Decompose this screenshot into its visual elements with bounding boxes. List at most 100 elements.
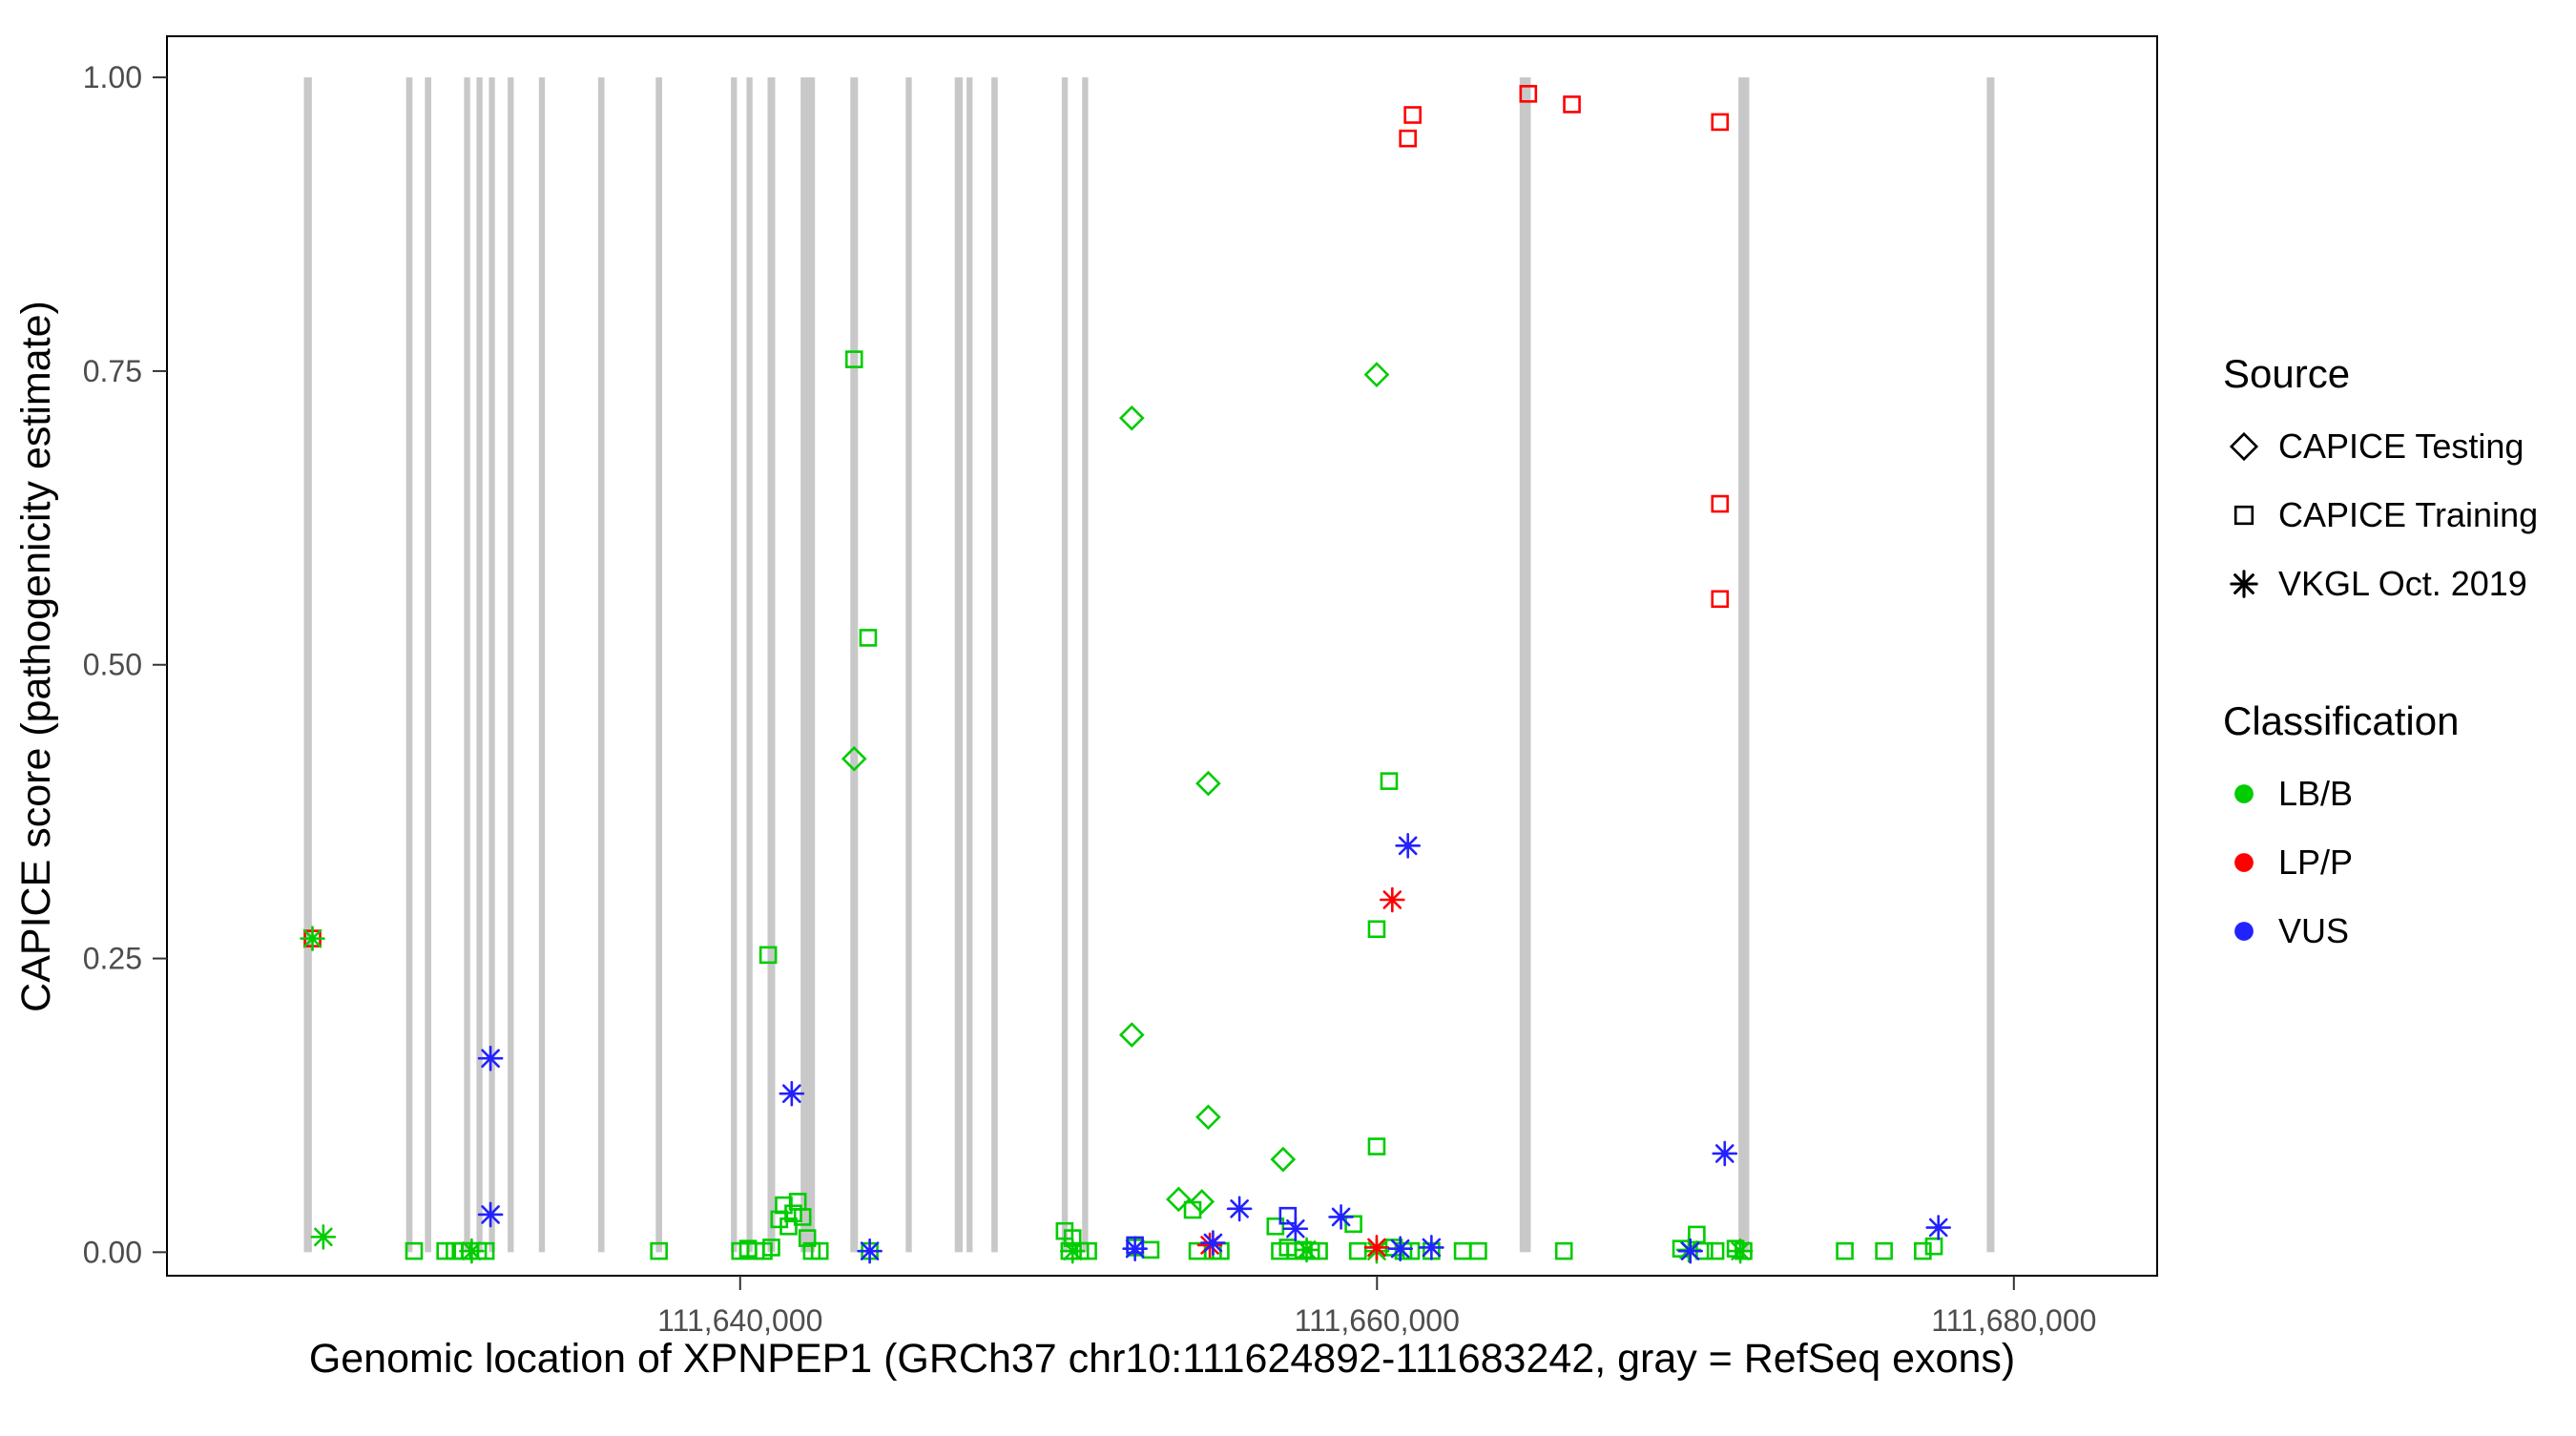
exon-bar: [966, 77, 973, 1253]
x-tick-label: 111,640,000: [657, 1303, 822, 1338]
exon-bar: [1082, 77, 1089, 1253]
exon-bar: [850, 77, 859, 1253]
y-tick-label: 0.50: [83, 648, 142, 682]
data-point: [859, 629, 878, 647]
data-point: [1706, 1241, 1725, 1260]
data-point: [1266, 1217, 1285, 1236]
legend-item-label: VKGL Oct. 2019: [2278, 564, 2527, 603]
legend-item-vkgl: VKGL Oct. 2019: [2223, 550, 2576, 618]
exon-bar: [905, 77, 912, 1253]
panel-border: [166, 35, 2158, 1277]
data-point: [1363, 1235, 1390, 1260]
data-point: [1328, 1204, 1354, 1230]
exon-bar: [1738, 77, 1750, 1253]
data-point: [405, 1241, 424, 1260]
legend-item-label: VUS: [2278, 911, 2350, 950]
scatter-plot: 111,640,000 111,660,000 111,680,000 0.00 0.2…: [13, 35, 2158, 1382]
y-tick-label: 0.25: [83, 942, 142, 976]
x-axis-title: Genomic location of XPNPEP1 (GRCh37 chr1…: [309, 1336, 2015, 1382]
exon-bar: [731, 77, 737, 1253]
data-point: [1419, 1235, 1444, 1260]
data-point: [650, 1241, 668, 1260]
data-point: [1519, 85, 1538, 103]
exon-bar: [597, 77, 605, 1253]
data-point: [1563, 95, 1581, 114]
legend-item-label: CAPICE Training: [2278, 495, 2539, 534]
data-point: [779, 1217, 798, 1236]
legend-source-title: Source: [2223, 351, 2351, 396]
data-point: [1924, 1237, 1943, 1256]
data-point: [1677, 1238, 1704, 1264]
exon-bar: [476, 77, 483, 1253]
exon-bar: [425, 77, 432, 1253]
data-point: [1711, 113, 1730, 132]
data-point: [1278, 1206, 1298, 1225]
exon-bar: [1986, 77, 1995, 1253]
exon-bar: [767, 77, 776, 1253]
legend-item-label: LB/B: [2278, 774, 2354, 813]
y-tick-label: 0.00: [83, 1235, 142, 1269]
exon-bar: [954, 77, 964, 1253]
data-point: [1395, 833, 1421, 859]
x-tick-label: 111,660,000: [1295, 1303, 1460, 1338]
exon-bar: [538, 77, 546, 1253]
y-axis-title: CAPICE score (pathogenicity estimate): [13, 301, 59, 1012]
exon-bar: [303, 77, 312, 1253]
data-point: [310, 1224, 337, 1250]
data-point: [1469, 1241, 1487, 1260]
data-point: [1925, 1215, 1952, 1240]
exon-bar: [488, 77, 495, 1253]
legend-item-label: CAPICE Testing: [2278, 427, 2524, 466]
legend-item-label: LP/P: [2278, 843, 2354, 882]
data-point: [1118, 1022, 1145, 1048]
data-point: [810, 1241, 829, 1260]
asterisk-icon: [2230, 570, 2258, 598]
data-point: [793, 1208, 812, 1226]
y-tick-label: 1.00: [83, 60, 142, 94]
data-point: [1059, 1238, 1086, 1264]
data-point: [758, 946, 778, 965]
data-point: [1118, 405, 1145, 431]
data-point: [477, 1201, 504, 1228]
data-point: [1294, 1237, 1319, 1263]
data-point: [459, 1238, 485, 1264]
data-point: [1226, 1196, 1253, 1222]
data-point: [1367, 1137, 1386, 1155]
data-point: [1189, 1189, 1215, 1215]
vus-dot-icon: [2234, 922, 2254, 941]
exon-bar: [991, 77, 998, 1253]
exon-bar: [464, 77, 470, 1253]
exon-bar: [1519, 77, 1531, 1253]
data-point: [1380, 886, 1405, 913]
data-point: [1914, 1241, 1932, 1260]
x-tick-label: 111,680,000: [1931, 1303, 2096, 1338]
lbb-dot-icon: [2234, 784, 2254, 803]
data-point: [784, 1204, 802, 1223]
lpp-dot-icon: [2234, 853, 2254, 872]
data-point: [1453, 1241, 1472, 1260]
data-point: [779, 1080, 805, 1107]
data-point: [1875, 1241, 1893, 1260]
legend: Source CAPICE Testing CAPICE Training VK…: [2223, 351, 2576, 966]
y-tick-label: 0.75: [83, 354, 142, 388]
data-point: [436, 1241, 455, 1260]
exon-bar: [800, 77, 816, 1253]
legend-item-capice-training: CAPICE Training: [2223, 481, 2576, 550]
data-point: [1403, 106, 1422, 124]
plot-layer: 111,640,000 111,660,000 111,680,000 0.00 0.2…: [83, 35, 2158, 1338]
data-point: [1195, 770, 1221, 797]
diamond-icon: [2229, 431, 2259, 462]
data-point: [1270, 1146, 1297, 1173]
data-point: [841, 745, 867, 772]
data-point: [1712, 1140, 1738, 1167]
exon-bar: [405, 77, 413, 1253]
legend-item-lpp: LP/P: [2223, 828, 2576, 897]
legend-item-capice-testing: CAPICE Testing: [2223, 412, 2576, 481]
data-point: [1195, 1104, 1221, 1131]
data-point: [1166, 1186, 1192, 1213]
exon-bar: [746, 77, 753, 1253]
square-icon: [2233, 505, 2254, 526]
data-point: [1282, 1216, 1309, 1242]
legend-classification-title: Classification: [2223, 698, 2460, 743]
